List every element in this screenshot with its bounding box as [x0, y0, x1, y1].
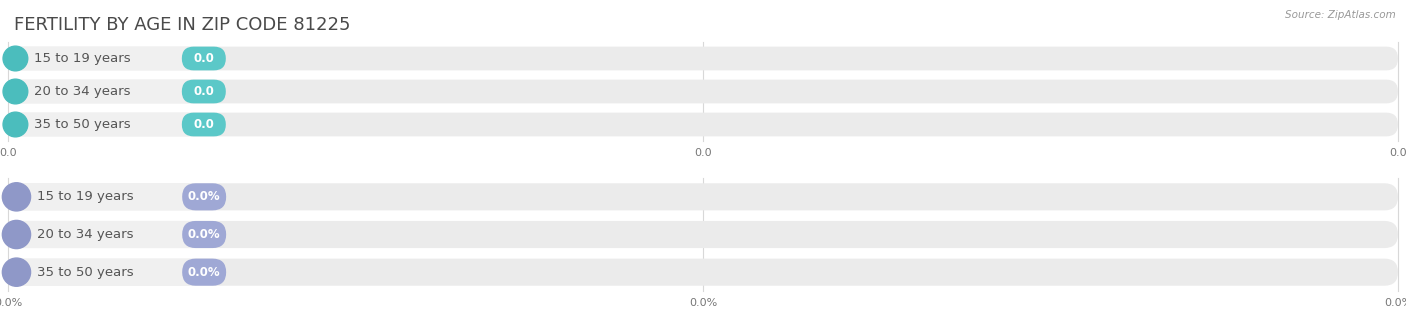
FancyBboxPatch shape	[8, 183, 224, 211]
Text: 0.0: 0.0	[0, 148, 17, 158]
Text: FERTILITY BY AGE IN ZIP CODE 81225: FERTILITY BY AGE IN ZIP CODE 81225	[14, 16, 350, 34]
Text: 35 to 50 years: 35 to 50 years	[37, 266, 134, 279]
FancyBboxPatch shape	[8, 113, 224, 136]
Text: 15 to 19 years: 15 to 19 years	[37, 190, 134, 203]
Text: 0.0: 0.0	[194, 52, 214, 65]
FancyBboxPatch shape	[8, 47, 224, 70]
Text: 0.0: 0.0	[1389, 148, 1406, 158]
FancyBboxPatch shape	[183, 259, 226, 286]
FancyBboxPatch shape	[8, 259, 1398, 286]
Text: 20 to 34 years: 20 to 34 years	[37, 228, 134, 241]
Text: 20 to 34 years: 20 to 34 years	[34, 85, 131, 98]
FancyBboxPatch shape	[183, 221, 226, 248]
FancyBboxPatch shape	[8, 80, 1398, 103]
FancyBboxPatch shape	[8, 80, 224, 103]
Text: 0.0%: 0.0%	[0, 298, 22, 308]
FancyBboxPatch shape	[183, 183, 226, 211]
Text: Source: ZipAtlas.com: Source: ZipAtlas.com	[1285, 10, 1396, 20]
FancyBboxPatch shape	[8, 47, 1398, 70]
FancyBboxPatch shape	[8, 259, 224, 286]
Circle shape	[3, 258, 31, 286]
FancyBboxPatch shape	[8, 221, 1398, 248]
FancyBboxPatch shape	[181, 80, 226, 103]
FancyBboxPatch shape	[8, 221, 224, 248]
Circle shape	[3, 46, 28, 71]
Circle shape	[3, 183, 31, 211]
Circle shape	[3, 220, 31, 248]
Text: 0.0%: 0.0%	[188, 266, 221, 279]
Circle shape	[3, 79, 28, 104]
Text: 15 to 19 years: 15 to 19 years	[34, 52, 131, 65]
Circle shape	[3, 112, 28, 137]
Text: 0.0: 0.0	[194, 85, 214, 98]
Text: 0.0: 0.0	[695, 148, 711, 158]
FancyBboxPatch shape	[8, 183, 1398, 211]
FancyBboxPatch shape	[181, 47, 226, 70]
FancyBboxPatch shape	[8, 113, 1398, 136]
Text: 0.0%: 0.0%	[188, 228, 221, 241]
Text: 0.0: 0.0	[194, 118, 214, 131]
Text: 0.0%: 0.0%	[188, 190, 221, 203]
Text: 0.0%: 0.0%	[689, 298, 717, 308]
Text: 35 to 50 years: 35 to 50 years	[34, 118, 131, 131]
FancyBboxPatch shape	[181, 113, 226, 136]
Text: 0.0%: 0.0%	[1384, 298, 1406, 308]
